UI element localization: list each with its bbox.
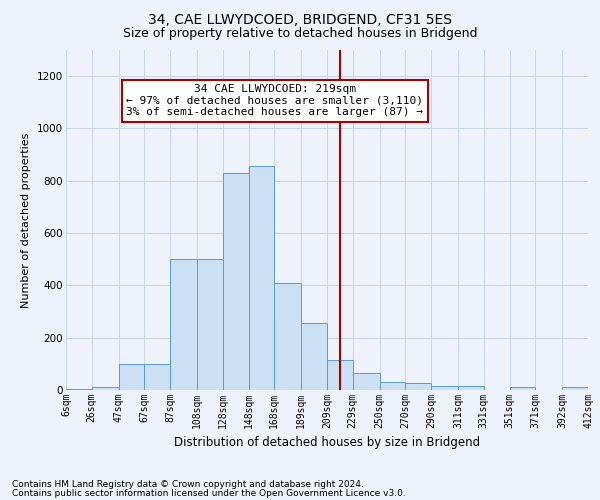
Text: Contains public sector information licensed under the Open Government Licence v3: Contains public sector information licen…	[12, 488, 406, 498]
Bar	[170, 259, 197, 390]
Bar	[92, 388, 119, 390]
Text: Size of property relative to detached houses in Bridgend: Size of property relative to detached ho…	[123, 28, 477, 40]
Bar	[197, 259, 223, 390]
Y-axis label: Number of detached properties: Number of detached properties	[22, 132, 31, 308]
Bar	[301, 324, 327, 390]
Bar	[145, 364, 170, 390]
Bar	[380, 382, 406, 390]
X-axis label: Distribution of detached houses by size in Bridgend: Distribution of detached houses by size …	[174, 436, 480, 450]
Bar	[274, 283, 301, 390]
Bar	[327, 360, 353, 390]
Text: 34, CAE LLWYDCOED, BRIDGEND, CF31 5ES: 34, CAE LLWYDCOED, BRIDGEND, CF31 5ES	[148, 12, 452, 26]
Bar	[431, 386, 458, 390]
Text: 34 CAE LLWYDCOED: 219sqm
← 97% of detached houses are smaller (3,110)
3% of semi: 34 CAE LLWYDCOED: 219sqm ← 97% of detach…	[127, 84, 424, 117]
Bar	[66, 388, 92, 390]
Bar	[458, 386, 484, 390]
Bar	[119, 364, 145, 390]
Bar	[406, 384, 431, 390]
Bar	[509, 388, 535, 390]
Bar	[223, 173, 248, 390]
Bar	[353, 373, 380, 390]
Bar	[562, 388, 588, 390]
Text: Contains HM Land Registry data © Crown copyright and database right 2024.: Contains HM Land Registry data © Crown c…	[12, 480, 364, 489]
Bar	[248, 166, 274, 390]
